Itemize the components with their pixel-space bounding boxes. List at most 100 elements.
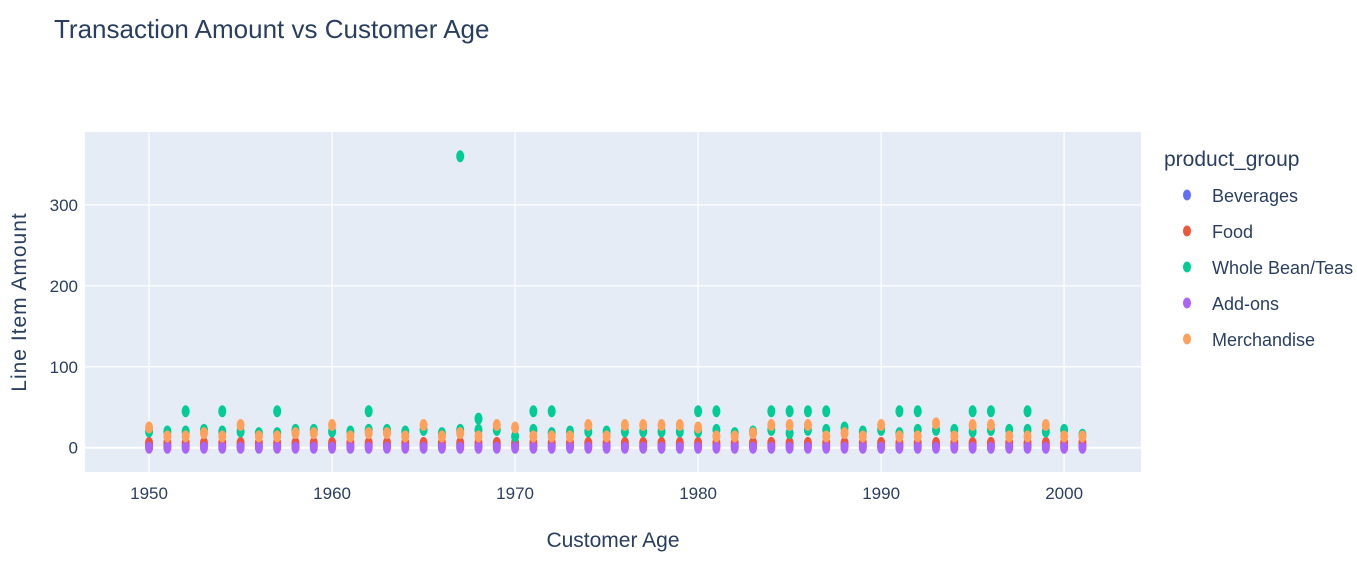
data-point (712, 441, 721, 454)
data-point (584, 441, 593, 454)
data-point (694, 441, 703, 454)
legend-item[interactable]: Beverages (1183, 186, 1298, 206)
data-point (474, 430, 483, 443)
data-point (913, 430, 922, 443)
legend-item[interactable]: Merchandise (1183, 330, 1315, 350)
series-whole-bean-teas (145, 150, 1087, 443)
x-axis-title: Customer Age (546, 529, 679, 552)
data-point (529, 405, 538, 418)
data-point (1005, 441, 1014, 454)
data-point (474, 412, 483, 425)
y-axis-ticks: 0 100 200 300 (50, 196, 78, 458)
legend[interactable]: product_group Beverages Food Whole Bean/Te… (1164, 148, 1353, 350)
data-point (822, 441, 831, 454)
data-point (181, 430, 190, 443)
data-point (236, 419, 245, 432)
data-point (712, 430, 721, 443)
data-point (254, 441, 263, 454)
data-point (181, 441, 190, 454)
data-point (968, 405, 977, 418)
data-point (639, 419, 648, 432)
data-point (840, 441, 849, 454)
data-point (986, 419, 995, 432)
data-point (456, 441, 465, 454)
data-point (291, 427, 300, 440)
chart-title: Transaction Amount vs Customer Age (54, 14, 489, 44)
data-point (657, 441, 666, 454)
data-point (694, 405, 703, 418)
series-add-ons (145, 441, 1087, 454)
data-point (639, 441, 648, 454)
legend-label: Beverages (1212, 186, 1298, 206)
x-tick-label: 1980 (679, 484, 717, 503)
legend-item[interactable]: Whole Bean/Teas (1183, 258, 1353, 278)
data-point (163, 441, 172, 454)
data-point (401, 430, 410, 443)
data-point (382, 427, 391, 440)
data-point (785, 405, 794, 418)
data-point (511, 421, 520, 434)
legend-label: Merchandise (1212, 330, 1315, 350)
data-point (273, 405, 282, 418)
legend-marker (1183, 333, 1191, 345)
data-point (419, 441, 428, 454)
data-point (785, 441, 794, 454)
data-point (730, 441, 739, 454)
data-points (145, 150, 1087, 454)
data-point (767, 405, 776, 418)
data-point (181, 405, 190, 418)
data-point (1078, 441, 1087, 454)
data-point (895, 405, 904, 418)
data-point (749, 441, 758, 454)
data-point (456, 150, 465, 163)
data-point (346, 430, 355, 443)
data-point (950, 430, 959, 443)
data-point (968, 441, 977, 454)
data-point (364, 441, 373, 454)
data-point (382, 441, 391, 454)
data-point (1041, 441, 1050, 454)
data-point (511, 441, 520, 454)
data-point (529, 441, 538, 454)
data-point (895, 441, 904, 454)
data-point (986, 441, 995, 454)
data-point (785, 419, 794, 432)
legend-label: Add-ons (1212, 294, 1279, 314)
data-point (749, 427, 758, 440)
data-point (364, 405, 373, 418)
legend-item[interactable]: Add-ons (1183, 294, 1279, 314)
data-point (858, 430, 867, 443)
data-point (602, 430, 611, 443)
data-point (803, 419, 812, 432)
legend-marker (1183, 225, 1191, 237)
data-point (437, 441, 446, 454)
x-tick-label: 1990 (862, 484, 900, 503)
y-tick-label: 100 (50, 358, 78, 377)
data-point (474, 441, 483, 454)
x-tick-label: 1960 (313, 484, 351, 503)
data-point (822, 405, 831, 418)
data-point (565, 441, 574, 454)
y-tick-label: 300 (50, 196, 78, 215)
legend-label: Whole Bean/Teas (1212, 258, 1353, 278)
data-point (273, 430, 282, 443)
legend-marker (1183, 189, 1191, 201)
data-point (767, 419, 776, 432)
data-point (620, 419, 629, 432)
data-point (840, 427, 849, 440)
data-point (803, 441, 812, 454)
data-point (492, 419, 501, 432)
data-point (236, 441, 245, 454)
data-point (145, 441, 154, 454)
data-point (273, 441, 282, 454)
data-point (1060, 430, 1069, 443)
data-point (218, 430, 227, 443)
data-point (291, 441, 300, 454)
legend-item[interactable]: Food (1183, 222, 1253, 242)
data-point (364, 427, 373, 440)
data-point (675, 441, 684, 454)
data-point (254, 430, 263, 443)
data-point (309, 441, 318, 454)
data-point (401, 441, 410, 454)
y-tick-label: 0 (69, 439, 78, 458)
